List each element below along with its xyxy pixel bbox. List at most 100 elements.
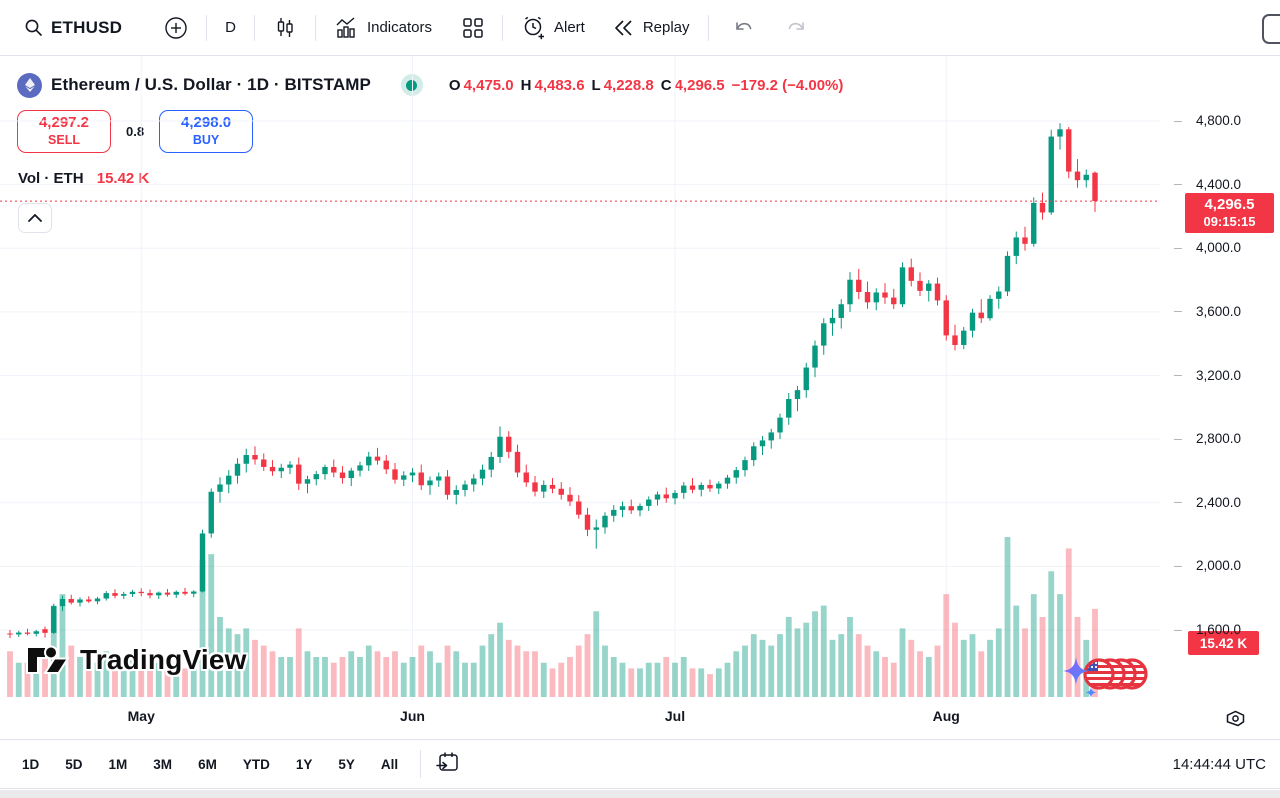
candle xyxy=(523,464,529,487)
candle xyxy=(112,589,118,599)
candle xyxy=(217,477,223,503)
volume-layer xyxy=(7,537,1098,697)
go-to-date-button[interactable] xyxy=(431,746,465,782)
last-price-badge: 4,296.5 09:15:15 xyxy=(1185,193,1274,234)
candle xyxy=(24,628,31,636)
replay-button[interactable]: Replay xyxy=(605,12,698,44)
candle xyxy=(1048,129,1054,215)
candle xyxy=(654,491,661,506)
undo-button[interactable] xyxy=(725,13,763,43)
price-tick-label: 4,800.0 xyxy=(1196,113,1242,128)
range-button-ytd[interactable]: YTD xyxy=(237,751,276,778)
chart-style-button[interactable] xyxy=(265,10,305,46)
candle xyxy=(7,630,13,638)
symbol-search-button[interactable]: ETHUSD xyxy=(16,12,130,44)
candle xyxy=(59,595,66,611)
candle xyxy=(261,453,267,471)
candlestick-chart[interactable] xyxy=(0,56,1185,700)
candle xyxy=(576,495,582,519)
compare-add-symbol-button[interactable] xyxy=(156,10,196,46)
candle xyxy=(908,258,914,287)
price-tick-label: 4,400.0 xyxy=(1196,176,1242,192)
candle xyxy=(33,629,39,637)
candle xyxy=(698,482,704,497)
candle xyxy=(532,476,538,497)
toolbar-divider xyxy=(501,14,503,41)
timezone-clock[interactable]: 14:44:44 UTC xyxy=(1172,755,1266,773)
candle xyxy=(164,588,171,597)
price-tick-mark xyxy=(1174,565,1182,567)
time-scale[interactable]: May Jun Jul Aug xyxy=(0,700,1280,739)
candle xyxy=(1004,251,1011,296)
redo-button[interactable] xyxy=(777,13,815,43)
candle xyxy=(296,457,302,491)
save-layout-partial-icon[interactable] xyxy=(1262,14,1280,44)
ohlc-low-label: L xyxy=(591,76,601,94)
range-button-1y[interactable]: 1Y xyxy=(290,751,319,778)
candle xyxy=(1092,171,1098,212)
last-price-value: 4,296.5 xyxy=(1204,195,1255,213)
candle xyxy=(488,451,494,478)
candle xyxy=(471,474,477,492)
month-label-jun: Jun xyxy=(400,708,425,724)
plus-circle-icon xyxy=(164,16,188,40)
candle xyxy=(401,471,407,487)
alert-button[interactable]: Alert xyxy=(513,9,593,46)
candle xyxy=(646,496,652,512)
candle xyxy=(882,283,888,304)
bottom-edge-strip xyxy=(0,790,1280,798)
bottom-toolbar-divider xyxy=(420,750,422,778)
buy-button[interactable]: 4,298.0 BUY xyxy=(159,110,254,153)
month-label-jul: Jul xyxy=(664,708,686,724)
candle xyxy=(567,487,573,506)
candle xyxy=(751,442,757,467)
range-button-6m[interactable]: 6M xyxy=(192,751,223,778)
candle xyxy=(672,490,678,505)
replay-rewind-icon xyxy=(613,18,635,38)
price-scale[interactable]: 4,296.5 09:15:15 15.42 K 4,800.0 4,400.0 4… xyxy=(1160,56,1280,700)
range-button-3m[interactable]: 3M xyxy=(147,751,178,778)
candle xyxy=(51,603,57,634)
range-button-all[interactable]: All xyxy=(375,751,404,778)
candle xyxy=(873,288,879,311)
candle xyxy=(208,488,214,538)
collapse-panel-button[interactable] xyxy=(18,203,52,233)
range-button-1m[interactable]: 1M xyxy=(103,751,134,778)
candle xyxy=(497,426,503,463)
candle xyxy=(1066,127,1072,179)
range-button-5d[interactable]: 5D xyxy=(59,751,88,778)
month-label-may: May xyxy=(127,708,155,724)
candle xyxy=(348,467,354,487)
sell-button[interactable]: 4,297.2 SELL xyxy=(17,110,111,153)
symbol-title[interactable]: Ethereum / U.S. Dollar · 1D · BITSTAMP xyxy=(51,75,371,94)
market-status-dot[interactable] xyxy=(400,74,423,96)
layout-grid-button[interactable] xyxy=(454,11,492,45)
symbol-name: ETHUSD xyxy=(51,17,123,37)
buy-price: 4,298.0 xyxy=(181,114,232,132)
candlestick-style-icon xyxy=(273,16,297,40)
replay-label: Replay xyxy=(642,19,690,36)
price-tick-mark xyxy=(1174,629,1182,631)
candle xyxy=(479,464,486,486)
range-button-5y[interactable]: 5Y xyxy=(332,751,361,778)
redo-icon xyxy=(785,19,807,37)
candle xyxy=(418,464,424,491)
candle xyxy=(191,590,197,598)
indicators-button[interactable]: Indicators xyxy=(326,10,440,46)
sell-label: SELL xyxy=(48,133,80,148)
candle xyxy=(724,474,731,489)
candle xyxy=(322,464,328,480)
settings-gear-button[interactable] xyxy=(1222,705,1249,735)
candle xyxy=(996,286,1002,309)
candle xyxy=(269,460,276,476)
indicators-label: Indicators xyxy=(366,19,432,36)
ohlc-close-label: C xyxy=(660,76,672,94)
candle xyxy=(252,446,258,465)
top-toolbar: ETHUSD D Indi xyxy=(0,0,1280,56)
candle xyxy=(366,451,372,471)
interval-button[interactable]: D xyxy=(217,13,244,42)
price-tick-mark xyxy=(1174,438,1182,440)
range-button-1d[interactable]: 1D xyxy=(16,751,45,778)
candle xyxy=(917,272,923,296)
